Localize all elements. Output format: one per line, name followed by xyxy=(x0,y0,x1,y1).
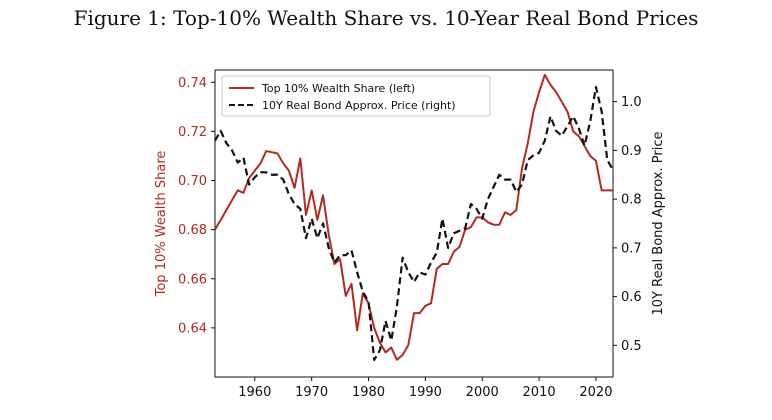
plot-frame xyxy=(214,69,614,378)
y-tick-label-left: 0.66 xyxy=(178,272,207,287)
y-tick-label-left: 0.72 xyxy=(178,125,207,140)
x-tick-label: 2000 xyxy=(466,385,499,400)
y-tick-label-right: 0.5 xyxy=(621,339,642,354)
y-axis-label-right: 10Y Real Bond Approx. Price xyxy=(651,132,666,316)
x-tick-label: 1970 xyxy=(295,385,328,400)
y-tick-label-right: 0.9 xyxy=(621,144,642,159)
y-tick-label-left: 0.64 xyxy=(178,321,207,336)
y-tick-label-left: 0.68 xyxy=(178,223,207,238)
series-line-wealth-share xyxy=(215,73,613,361)
y-axis-label-left: Top 10% Wealth Share xyxy=(154,151,169,298)
y-tick-label-right: 1.0 xyxy=(621,95,642,110)
y-tick-label-right: 0.6 xyxy=(621,290,642,305)
chart-title: Figure 1: Top-10% Wealth Share vs. 10-Ye… xyxy=(73,6,699,30)
series-line-bond-price xyxy=(215,85,613,362)
x-tick-label: 1990 xyxy=(409,385,442,400)
x-tick-label: 1960 xyxy=(238,385,271,400)
y-tick-label-right: 0.7 xyxy=(621,241,642,256)
legend-label: Top 10% Wealth Share (left) xyxy=(261,82,415,95)
y-tick-label-left: 0.74 xyxy=(178,76,207,91)
x-tick-label: 1980 xyxy=(352,385,385,400)
legend-label: 10Y Real Bond Approx. Price (right) xyxy=(262,99,456,112)
y-tick-label-right: 0.8 xyxy=(621,193,642,208)
y-tick-label-left: 0.70 xyxy=(178,174,207,189)
x-tick-label: 2020 xyxy=(579,385,612,400)
legend-box xyxy=(221,75,491,117)
x-tick-label: 2010 xyxy=(523,385,556,400)
